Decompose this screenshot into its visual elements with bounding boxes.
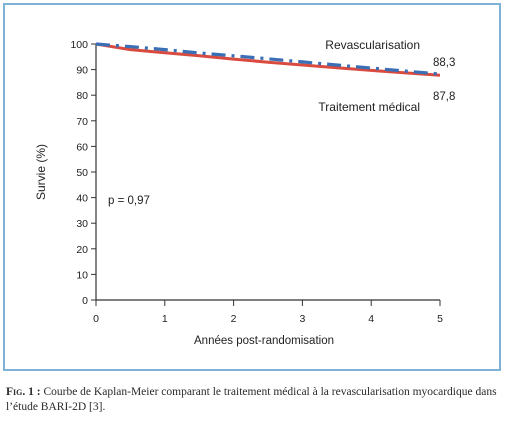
y-tick-label: 20	[76, 244, 88, 256]
y-tick-label: 90	[76, 65, 88, 77]
legend-revascularisation: Revascularisation	[325, 38, 420, 52]
series-layer	[95, 42, 441, 77]
y-ticks: 0 10 20 30 40 50 60 70 80 90 100	[70, 39, 96, 307]
caption-text: Courbe de Kaplan-Meier comparant le trai…	[6, 386, 497, 413]
y-tick-label: 60	[76, 141, 88, 153]
y-tick-label: 10	[76, 269, 88, 281]
x-tick-label: 1	[162, 313, 168, 325]
x-tick-label: 5	[437, 313, 443, 325]
x-ticks: 0 1 2 3 4 5	[93, 300, 443, 325]
y-tick-label: 40	[76, 193, 88, 205]
x-tick-label: 0	[93, 313, 99, 325]
x-tick-label: 2	[231, 313, 237, 325]
figure-frame	[3, 3, 501, 371]
end-label-traitement-medical: 87,8	[433, 91, 455, 103]
y-axis-label: Survie (%)	[34, 144, 48, 200]
figure-caption: Fig. 1 : Courbe de Kaplan-Meier comparan…	[6, 385, 500, 415]
y-tick-label: 0	[82, 295, 88, 307]
legend-traitement-medical: Traitement médical	[318, 100, 420, 114]
x-tick-label: 4	[368, 313, 374, 325]
end-label-revascularisation: 88,3	[433, 57, 455, 69]
y-tick-label: 30	[76, 218, 88, 230]
caption-label: Fig. 1 :	[6, 386, 41, 398]
y-tick-label: 80	[76, 90, 88, 102]
series-line-traitement-medical	[95, 42, 441, 77]
p-value-annotation: p = 0,97	[108, 195, 150, 207]
x-axis-label: Années post-randomisation	[194, 335, 334, 347]
y-tick-label: 100	[70, 39, 88, 51]
y-tick-label: 70	[76, 116, 88, 128]
x-tick-label: 3	[299, 313, 305, 325]
y-tick-label: 50	[76, 167, 88, 179]
